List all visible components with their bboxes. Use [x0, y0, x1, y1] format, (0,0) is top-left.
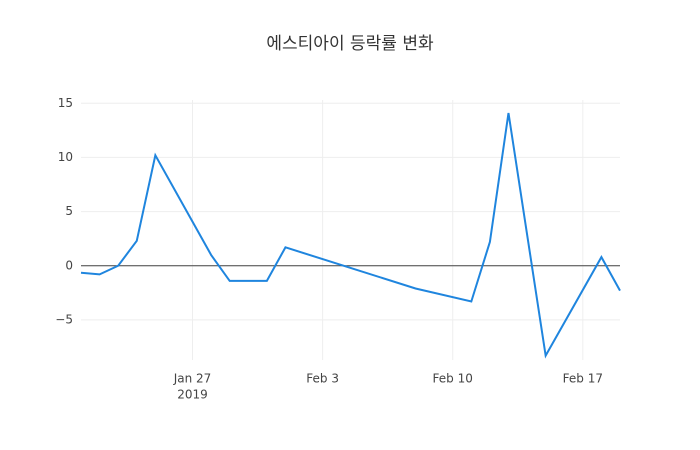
x-tick-label: Feb 17: [563, 372, 603, 386]
y-tick-label: 10: [58, 150, 73, 164]
y-tick-label: 0: [65, 258, 73, 272]
x-tick-label: Feb 3: [306, 372, 339, 386]
y-tick-label: 5: [65, 204, 73, 218]
x-tick-label: Jan 27: [173, 372, 212, 386]
y-tick-label: 15: [58, 96, 73, 110]
chart-title: 에스티아이 등락률 변화: [266, 34, 434, 54]
y-tick-label: −5: [55, 312, 73, 326]
x-year-label: 2019: [177, 388, 208, 402]
x-tick-label: Feb 10: [433, 372, 473, 386]
line-series: [80, 112, 621, 359]
